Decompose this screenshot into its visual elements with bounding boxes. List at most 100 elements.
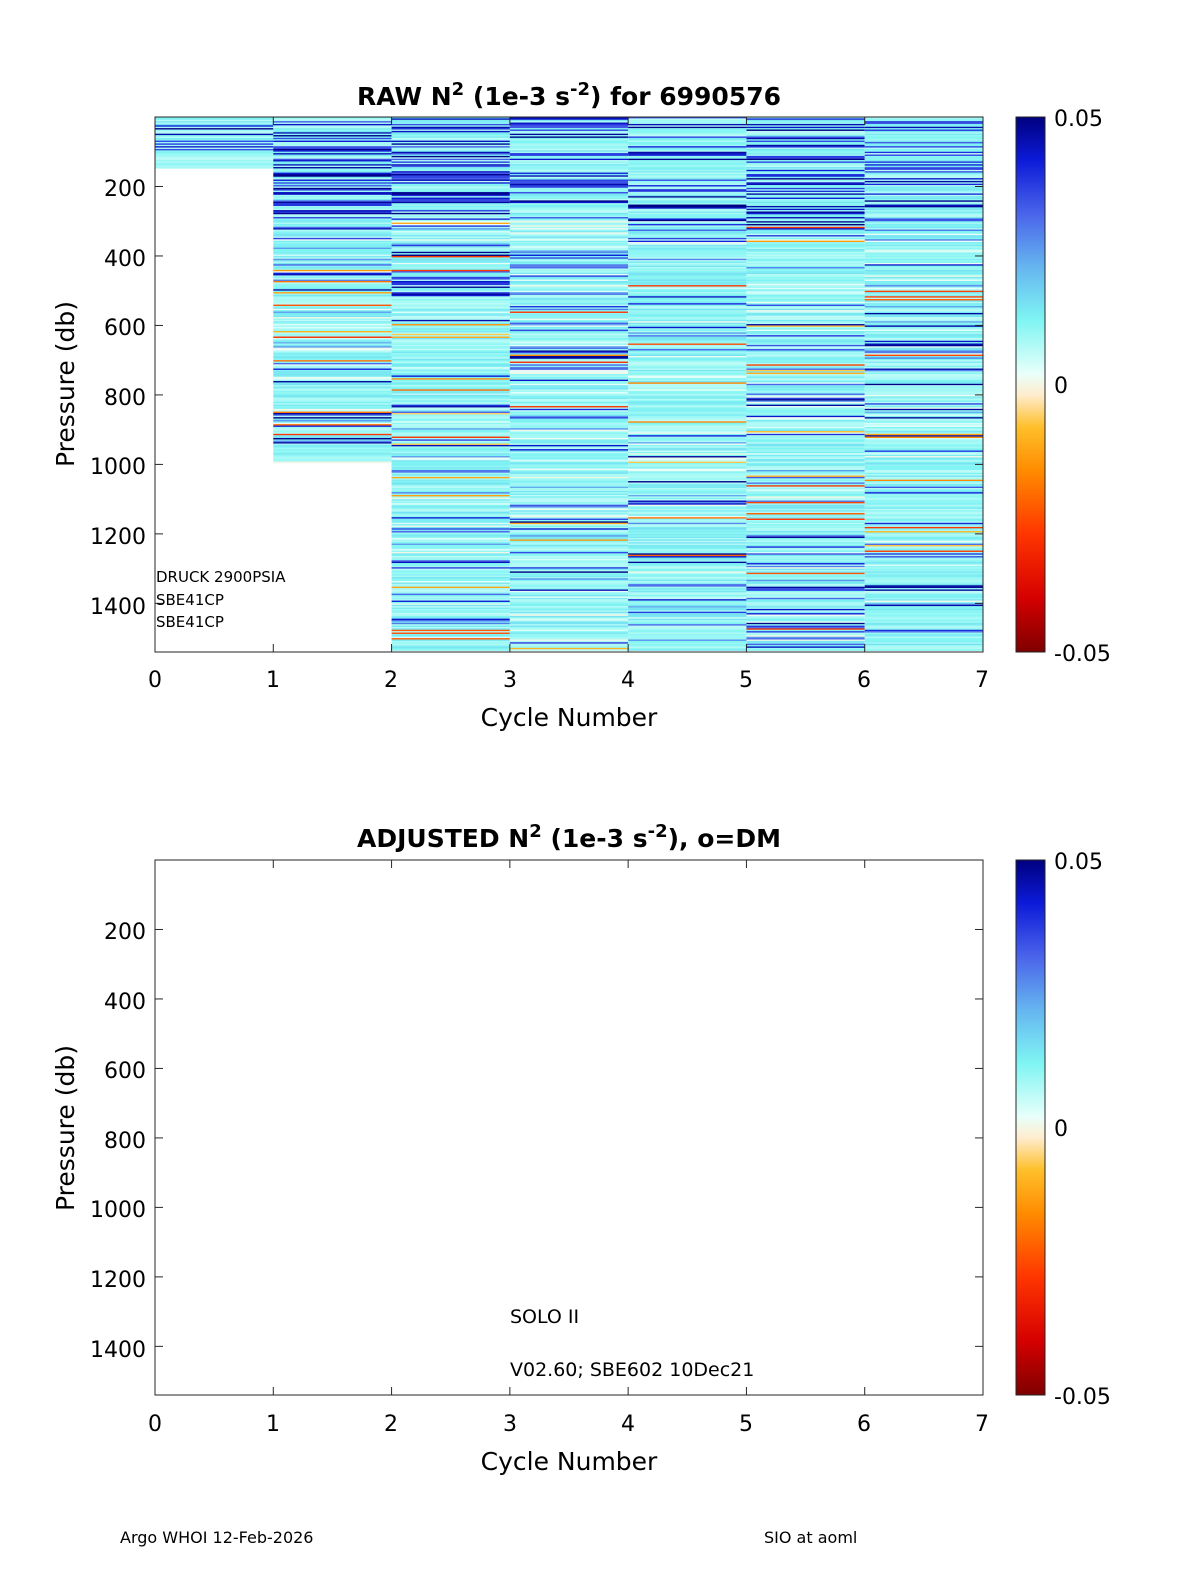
- heatmap-cell: [391, 222, 510, 225]
- heatmap-cell: [746, 501, 865, 504]
- footer-left: Argo WHOI 12-Feb-2026: [120, 1528, 313, 1547]
- heatmap-cell: [746, 636, 865, 639]
- heatmap-cell: [391, 255, 510, 258]
- heatmap-cell: [746, 389, 865, 391]
- heatmap-cell: [273, 240, 392, 243]
- heatmap-cell: [509, 399, 629, 401]
- heatmap-cell: [746, 146, 865, 148]
- heatmap-cell: [864, 182, 983, 184]
- heatmap-cell: [746, 461, 865, 464]
- heatmap-cell: [273, 408, 392, 411]
- heatmap-cell: [273, 342, 392, 344]
- heatmap-cell: [746, 486, 865, 489]
- heatmap-cell: [628, 275, 747, 278]
- heatmap-cell: [864, 397, 983, 400]
- heatmap-cell: [391, 164, 510, 166]
- heatmap-cell: [746, 297, 865, 300]
- heatmap-cell: [746, 443, 865, 446]
- heatmap-cell: [864, 556, 983, 558]
- heatmap-cell: [628, 221, 747, 223]
- heatmap-cell: [391, 335, 510, 337]
- heatmap-cell: [864, 645, 983, 647]
- heatmap-cell: [509, 542, 629, 544]
- heatmap-cell: [391, 494, 510, 497]
- heatmap-cell: [746, 614, 865, 617]
- heatmap-cell: [391, 146, 510, 148]
- heatmap-cell: [628, 251, 747, 254]
- heatmap-cell: [746, 318, 865, 321]
- heatmap-cell: [273, 322, 392, 325]
- heatmap-cell: [509, 629, 629, 632]
- heatmap-cell: [273, 443, 392, 446]
- heatmap-cell: [391, 318, 510, 321]
- heatmap-cell: [509, 531, 629, 533]
- heatmap-cell: [273, 171, 392, 173]
- heatmap-cell: [746, 460, 865, 462]
- heatmap-cell: [391, 628, 510, 630]
- heatmap-cell: [746, 467, 865, 469]
- heatmap-cell: [746, 280, 865, 283]
- heatmap-cell: [746, 642, 865, 644]
- heatmap-cell: [273, 325, 392, 328]
- heatmap-cell: [273, 182, 392, 184]
- heatmap-cell: [509, 481, 629, 483]
- heatmap-cell: [864, 304, 983, 307]
- heatmap-cell: [746, 214, 865, 216]
- heatmap-cell: [746, 317, 865, 319]
- heatmap-cell: [628, 162, 747, 165]
- heatmap-cell: [509, 353, 629, 355]
- heatmap-cell: [509, 185, 629, 187]
- heatmap-cell: [628, 207, 747, 209]
- heatmap-cell: [864, 608, 983, 611]
- heatmap-cell: [864, 129, 983, 132]
- heatmap-cell: [746, 222, 865, 225]
- heatmap-cell: [391, 253, 510, 255]
- heatmap-cell: [273, 410, 392, 412]
- heatmap-cell: [391, 575, 510, 578]
- heatmap-cell: [391, 417, 510, 419]
- heatmap-cell: [864, 542, 983, 544]
- heatmap-cell: [746, 168, 865, 171]
- heatmap-cell: [864, 332, 983, 334]
- heatmap-cell: [628, 513, 747, 515]
- heatmap-cell: [746, 271, 865, 273]
- heatmap-cell: [273, 411, 392, 414]
- heatmap-cell: [391, 611, 510, 614]
- heatmap-cell: [628, 326, 747, 329]
- heatmap-cell: [628, 504, 747, 507]
- heatmap-cell: [746, 296, 865, 298]
- heatmap-cell: [391, 276, 510, 279]
- heatmap-cell: [746, 279, 865, 282]
- heatmap-cell: [864, 193, 983, 196]
- heatmap-cell: [864, 624, 983, 626]
- heatmap-cell: [509, 368, 629, 371]
- heatmap-cell: [746, 618, 865, 621]
- heatmap-cell: [628, 286, 747, 289]
- heatmap-cell: [273, 180, 392, 183]
- heatmap-cell: [273, 440, 392, 443]
- heatmap-cell: [864, 415, 983, 418]
- heatmap-cell: [273, 449, 392, 451]
- heatmap-cell: [391, 215, 510, 218]
- heatmap-cell: [391, 386, 510, 389]
- heatmap-cell: [391, 200, 510, 202]
- heatmap-cell: [509, 474, 629, 476]
- heatmap-cell: [746, 361, 865, 364]
- heatmap-cell: [864, 239, 983, 241]
- heatmap-cell: [391, 643, 510, 646]
- heatmap-cell: [628, 261, 747, 264]
- heatmap-cell: [628, 169, 747, 172]
- heatmap-cell: [628, 328, 747, 330]
- heatmap-cell: [628, 603, 747, 605]
- heatmap-cell: [864, 635, 983, 637]
- heatmap-cell: [628, 649, 747, 651]
- heatmap-cell: [273, 422, 392, 425]
- heatmap-cell: [864, 401, 983, 404]
- heatmap-cell: [391, 396, 510, 398]
- heatmap-cell: [628, 626, 747, 629]
- heatmap-cell: [509, 639, 629, 642]
- heatmap-cell: [273, 451, 392, 454]
- heatmap-cell: [628, 469, 747, 472]
- heatmap-cell: [509, 160, 629, 162]
- heatmap-cell: [746, 129, 865, 132]
